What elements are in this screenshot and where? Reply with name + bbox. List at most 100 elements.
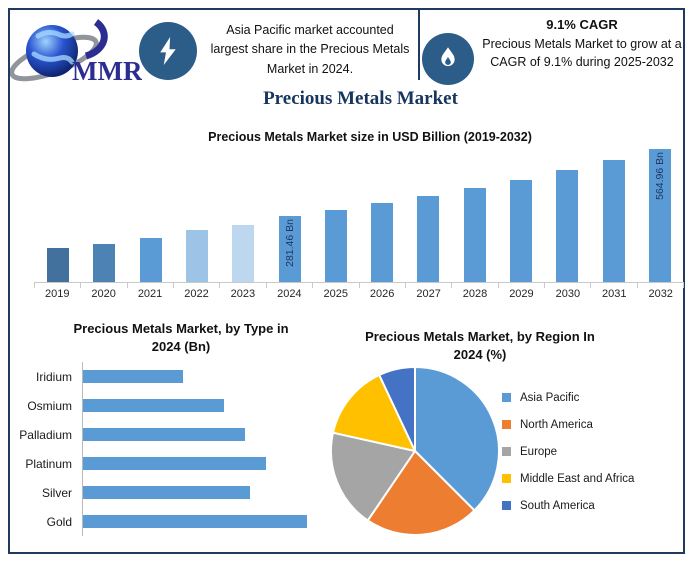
x-axis-tick bbox=[545, 283, 592, 288]
type-row-gold: Gold bbox=[12, 507, 312, 536]
type-row-iridium: Iridium bbox=[12, 362, 312, 391]
bar-column-2022 bbox=[174, 149, 220, 282]
bar-2024: 281.46 Bn bbox=[278, 215, 301, 282]
bar-value-label-2024: 281.46 Bn bbox=[283, 218, 296, 267]
bar-2025 bbox=[324, 209, 347, 282]
x-axis-tick bbox=[638, 283, 685, 288]
market-size-chart-title: Precious Metals Market size in USD Billi… bbox=[208, 130, 532, 144]
pie-slice-asia-pacific bbox=[414, 366, 500, 512]
legend-item-north-america: North America bbox=[502, 411, 634, 438]
legend-label: Asia Pacific bbox=[520, 391, 580, 404]
legend-item-asia-pacific: Asia Pacific bbox=[502, 384, 634, 411]
bar-column-2020 bbox=[81, 149, 127, 282]
bar-column-2030 bbox=[544, 149, 590, 282]
logo-curl bbox=[84, 19, 108, 60]
bar-column-2032: 564.96 Bn bbox=[637, 149, 683, 282]
type-bar-track bbox=[82, 449, 312, 478]
type-label-osmium: Osmium bbox=[27, 398, 72, 413]
type-bar-palladium bbox=[83, 428, 245, 441]
legend-swatch bbox=[502, 501, 511, 510]
type-bar-silver bbox=[83, 486, 251, 499]
type-bar-track bbox=[82, 478, 312, 507]
legend-label: North America bbox=[520, 418, 593, 431]
bar-2031 bbox=[602, 160, 625, 282]
bar-2029 bbox=[509, 179, 532, 282]
by-type-chart-title: Precious Metals Market, by Type in 2024 … bbox=[61, 320, 301, 355]
type-bar-track bbox=[82, 420, 312, 449]
cagr-headline: 9.1% CAGR bbox=[546, 17, 618, 32]
bar-column-2019 bbox=[35, 149, 81, 282]
x-axis-tick bbox=[34, 283, 82, 288]
flame-badge bbox=[422, 33, 474, 85]
bar-2021 bbox=[139, 238, 162, 282]
cagr-description: Precious Metals Market to grow at a CAGR… bbox=[482, 37, 682, 69]
x-axis-label-2026: 2026 bbox=[369, 288, 395, 300]
by-region-chart-title: Precious Metals Market, by Region In 202… bbox=[350, 328, 610, 363]
type-bar-osmium bbox=[83, 399, 225, 412]
market-size-x-labels: 2019 2020 2021 2022 2023 2024 2025 2026 2027 2028… bbox=[34, 288, 684, 300]
x-axis-tick bbox=[128, 283, 175, 288]
market-size-x-axis bbox=[34, 282, 685, 288]
legend-swatch bbox=[502, 420, 511, 429]
x-axis-label-2031: 2031 bbox=[602, 288, 627, 300]
type-label-gold: Gold bbox=[46, 514, 72, 529]
x-axis-label-2025: 2025 bbox=[323, 288, 348, 300]
bar-2030 bbox=[556, 170, 579, 282]
pie-slice-europe bbox=[330, 431, 416, 522]
bar-column-2023 bbox=[220, 149, 266, 282]
bar-2020 bbox=[93, 244, 116, 282]
bar-column-2025 bbox=[313, 149, 359, 282]
bar-2026 bbox=[371, 203, 394, 282]
bar-2023 bbox=[232, 224, 255, 282]
bar-value-label-2032: 564.96 Bn bbox=[653, 152, 666, 200]
bar-2019 bbox=[47, 247, 70, 282]
globe-continents bbox=[31, 29, 75, 65]
bar-column-2026 bbox=[359, 149, 405, 282]
x-axis-label-2019: 2019 bbox=[44, 288, 70, 300]
type-bar-platinum bbox=[83, 457, 266, 470]
type-bar-gold bbox=[83, 515, 307, 528]
x-axis-tick bbox=[174, 283, 221, 288]
x-axis-label-2021: 2021 bbox=[137, 288, 163, 300]
x-axis-tick bbox=[220, 283, 267, 288]
x-axis-tick bbox=[267, 283, 314, 288]
type-label-platinum: Platinum bbox=[25, 456, 72, 471]
callout-asia-pacific: Asia Pacific market accounted largest sh… bbox=[210, 23, 410, 76]
legend-label: Europe bbox=[520, 445, 558, 458]
lightning-badge bbox=[139, 22, 197, 80]
by-region-title-line2: 2024 (%) bbox=[453, 346, 507, 362]
x-axis-tick bbox=[406, 283, 453, 288]
bar-2032: 564.96 Bn bbox=[648, 149, 671, 282]
header-divider bbox=[418, 10, 420, 80]
bar-2028 bbox=[463, 188, 486, 282]
bar-2027 bbox=[417, 196, 440, 282]
type-row-platinum: Platinum bbox=[12, 449, 312, 478]
legend-label: Middle East and Africa bbox=[520, 472, 635, 485]
x-axis-label-2023: 2023 bbox=[230, 288, 256, 300]
legend-swatch bbox=[502, 474, 511, 483]
type-row-palladium: Palladium bbox=[12, 420, 312, 449]
pie-slice-middle-east-and-africa bbox=[332, 373, 416, 452]
lightning-icon bbox=[160, 37, 176, 65]
x-axis-tick bbox=[81, 283, 128, 288]
type-bar-track bbox=[82, 362, 312, 391]
by-region-legend: Asia Pacific North America Europe Middle Ea… bbox=[502, 384, 634, 519]
type-bar-iridium bbox=[83, 370, 183, 383]
type-bar-track bbox=[82, 507, 312, 536]
page-title: Precious Metals Market bbox=[263, 88, 458, 109]
x-axis-tick bbox=[360, 283, 406, 288]
x-axis-tick bbox=[591, 283, 638, 288]
pie-slice-north-america bbox=[366, 450, 476, 536]
type-label-iridium: Iridium bbox=[35, 369, 72, 384]
x-axis-label-2030: 2030 bbox=[555, 288, 581, 300]
legend-item-middle-east-and-africa: Middle East and Africa bbox=[502, 465, 634, 492]
logo-text: MMR bbox=[72, 56, 142, 86]
legend-item-europe: Europe bbox=[502, 438, 634, 465]
mmr-logo: MMR bbox=[9, 14, 143, 96]
by-type-title-line2: 2024 (Bn) bbox=[151, 338, 211, 354]
type-row-silver: Silver bbox=[12, 478, 312, 507]
pie-slice-south-america bbox=[378, 366, 416, 452]
legend-swatch bbox=[502, 393, 511, 402]
legend-item-south-america: South America bbox=[502, 492, 634, 519]
